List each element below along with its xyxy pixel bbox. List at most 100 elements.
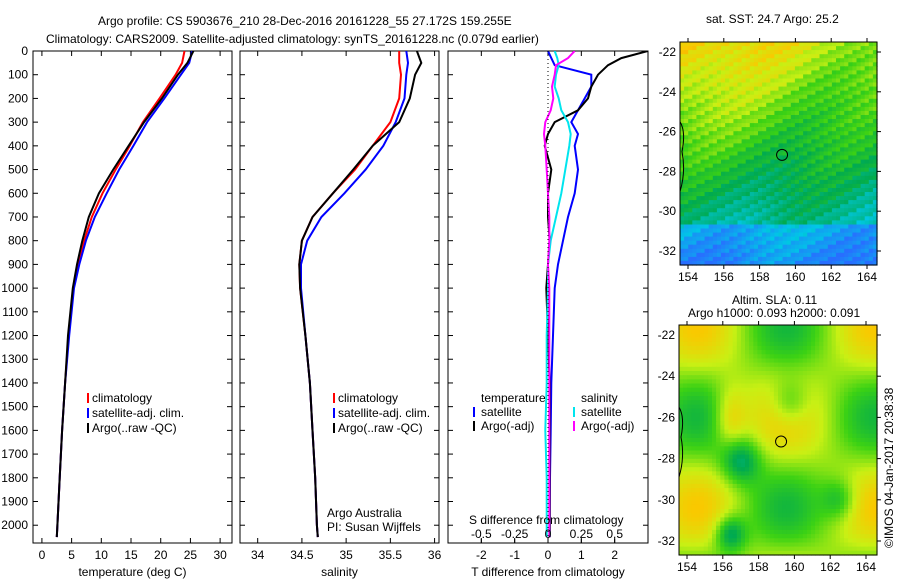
map-cell: [716, 204, 722, 209]
map-cell: [848, 82, 853, 88]
map-cell: [749, 458, 754, 464]
map-cell: [729, 139, 734, 144]
map-cell: [852, 248, 858, 254]
map-cell: [807, 62, 812, 67]
map-cell: [762, 200, 767, 205]
map-cell: [761, 454, 767, 460]
map-cell: [807, 236, 812, 242]
map-cell: [732, 437, 738, 443]
map-cell: [806, 387, 812, 393]
map-cell: [758, 171, 763, 177]
map-cell: [740, 488, 746, 493]
map-cell: [819, 208, 825, 213]
map-cell: [725, 220, 730, 226]
map-cell: [720, 408, 725, 414]
map-cell: [745, 475, 750, 481]
map-cell: [762, 98, 767, 104]
map-cell: [758, 236, 763, 242]
map-cell: [815, 358, 820, 364]
map-cell: [745, 208, 751, 213]
map-cell: [684, 98, 689, 104]
map-cell: [811, 86, 816, 92]
map-cell: [794, 163, 800, 169]
map-cell: [725, 244, 730, 250]
map-cell: [753, 260, 759, 266]
map-cell: [704, 196, 710, 201]
map-cell: [864, 70, 870, 76]
map-cell: [745, 204, 751, 209]
map-cell: [782, 467, 787, 472]
map-cell: [712, 115, 718, 120]
map-cell: [765, 454, 771, 460]
map-cell: [762, 139, 767, 144]
map-cell: [815, 412, 820, 418]
map-cell: [712, 236, 718, 242]
map-cell: [700, 216, 706, 221]
map-cell: [765, 379, 771, 385]
map-cell: [770, 110, 775, 116]
map-cell: [827, 417, 833, 422]
map-cell: [782, 358, 787, 364]
map-cell: [766, 240, 771, 246]
map-cell: [786, 475, 791, 481]
map-cell: [712, 454, 717, 460]
map-cell: [815, 50, 821, 55]
map-cell: [860, 387, 866, 393]
map-cell: [786, 58, 792, 63]
map-cell: [708, 260, 714, 266]
map-cell: [827, 155, 833, 161]
map-cell: [695, 450, 701, 456]
map-cell: [712, 66, 718, 71]
map-cell: [687, 362, 692, 368]
map-cell: [736, 475, 742, 481]
map-cell: [683, 454, 688, 460]
map-cell: [737, 143, 743, 149]
map-cell: [798, 333, 804, 339]
map-cell: [732, 454, 738, 460]
map-cell: [716, 375, 721, 380]
map-cell: [695, 391, 701, 397]
map-cell: [679, 337, 684, 343]
map-cell: [721, 232, 726, 238]
map-cell: [695, 479, 701, 485]
map-cell: [683, 442, 688, 447]
map-cell: [872, 325, 878, 330]
map-cell: [823, 70, 829, 76]
map-cell: [749, 106, 755, 112]
map-cell: [831, 147, 837, 153]
map-cell: [753, 110, 759, 116]
map-cell: [728, 371, 734, 376]
map-cell: [725, 143, 730, 149]
map-cell: [852, 66, 858, 71]
map-cell: [687, 333, 692, 339]
map-cell: [745, 54, 751, 59]
map-cell: [683, 345, 688, 351]
map-cell: [729, 252, 734, 258]
map-cell: [860, 208, 866, 213]
map-cell: [766, 224, 771, 230]
map-cell: [778, 46, 784, 51]
map-cell: [836, 208, 841, 213]
map-cell: [720, 329, 725, 334]
map-cell: [823, 252, 829, 258]
map-cell: [782, 188, 788, 193]
map-cell: [770, 228, 775, 234]
map-cell: [708, 212, 714, 217]
map-cell: [700, 256, 706, 262]
map-cell: [692, 159, 697, 165]
map-cell: [683, 425, 688, 431]
map-cell: [856, 471, 862, 477]
map-cell: [737, 66, 743, 71]
map-cell: [864, 147, 870, 153]
map-cell: [692, 78, 697, 84]
map-cell: [811, 341, 816, 347]
map-cell: [819, 183, 825, 189]
map-cell: [856, 151, 862, 157]
map-cell: [794, 115, 800, 120]
map-cell: [696, 200, 702, 205]
map-cell: [773, 446, 779, 452]
map-cell: [794, 236, 800, 242]
map-cell: [831, 110, 837, 116]
lon-tick-label: 158: [750, 270, 770, 284]
map-cell: [852, 123, 858, 128]
